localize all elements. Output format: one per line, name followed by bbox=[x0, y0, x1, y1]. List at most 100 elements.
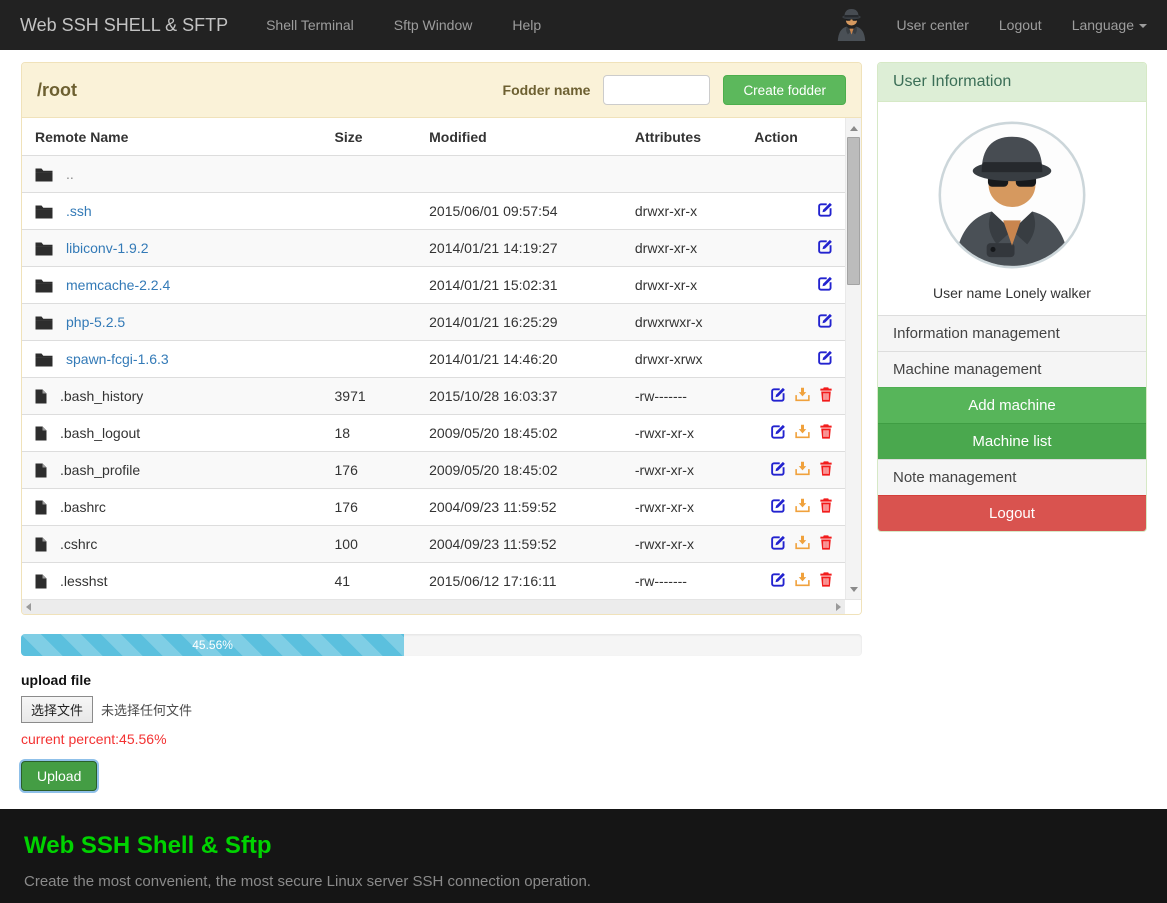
file-attributes: drwxrwxr-x bbox=[634, 314, 703, 330]
scroll-right-arrow[interactable] bbox=[836, 603, 841, 611]
table-row: spawn-fcgi-1.6.3 2014/01/21 14:46:20 drwxr… bbox=[22, 340, 845, 377]
table-row: .bash_profile 176 2009/05/20 18:45:02 -rwxr… bbox=[22, 451, 845, 488]
row-actions bbox=[746, 387, 845, 405]
file-icon bbox=[35, 500, 47, 515]
file-table: Remote Name Size Modified Attributes Action … bbox=[22, 118, 845, 599]
page-content: /root Fodder name Create fodder Remote N… bbox=[0, 50, 1167, 791]
folder-icon bbox=[35, 315, 53, 330]
upload-progress-track: 45.56% bbox=[21, 634, 862, 656]
folder-icon bbox=[35, 167, 53, 182]
table-body: .. .ssh 2015/06/01 09:57:54 drwxr-xr-x libic… bbox=[22, 155, 845, 599]
edit-icon[interactable] bbox=[818, 276, 833, 291]
scroll-left-arrow[interactable] bbox=[26, 603, 31, 611]
table-row: php-5.2.5 2014/01/21 16:25:29 drwxrwxr-x bbox=[22, 303, 845, 340]
upload-button[interactable]: Upload bbox=[21, 761, 98, 791]
edit-icon[interactable] bbox=[818, 313, 833, 328]
download-icon[interactable] bbox=[795, 387, 810, 402]
column-header-attributes: Attributes bbox=[634, 128, 702, 145]
navbar-right: User center Logout Language bbox=[836, 5, 1147, 46]
chevron-down-icon bbox=[1139, 24, 1147, 29]
file-chosen-status: 未选择任何文件 bbox=[101, 703, 193, 718]
table-row: .cshrc 100 2004/09/23 11:59:52 -rwxr-xr-x bbox=[22, 525, 845, 562]
delete-icon[interactable] bbox=[819, 424, 833, 439]
folder-icon bbox=[35, 241, 53, 256]
file-modified: 2014/01/21 14:46:20 bbox=[429, 351, 558, 367]
download-icon[interactable] bbox=[795, 424, 810, 439]
language-dropdown[interactable]: Language bbox=[1072, 17, 1147, 33]
delete-icon[interactable] bbox=[819, 498, 833, 513]
row-actions bbox=[746, 166, 845, 182]
edit-icon[interactable] bbox=[771, 424, 786, 439]
row-actions bbox=[746, 498, 845, 516]
scroll-down-arrow[interactable] bbox=[846, 581, 861, 597]
upload-progress-bar: 45.56% bbox=[21, 634, 405, 656]
download-icon[interactable] bbox=[795, 461, 810, 476]
create-fodder-button[interactable]: Create fodder bbox=[723, 75, 846, 105]
file-size: 41 bbox=[334, 573, 351, 589]
folder-icon bbox=[35, 278, 53, 293]
edit-icon[interactable] bbox=[818, 239, 833, 254]
edit-icon[interactable] bbox=[771, 498, 786, 513]
delete-icon[interactable] bbox=[819, 387, 833, 402]
sidebar-item-logout[interactable]: Logout bbox=[878, 495, 1146, 531]
delete-icon[interactable] bbox=[819, 535, 833, 550]
download-icon[interactable] bbox=[795, 572, 810, 587]
nav-item-shell-terminal[interactable]: Shell Terminal bbox=[266, 17, 354, 33]
file-attributes: drwxr-xr-x bbox=[634, 277, 698, 293]
sidebar-item-note-management[interactable]: Note management bbox=[878, 459, 1146, 495]
edit-icon[interactable] bbox=[818, 350, 833, 365]
edit-icon[interactable] bbox=[818, 202, 833, 217]
delete-icon[interactable] bbox=[819, 461, 833, 476]
download-icon[interactable] bbox=[795, 535, 810, 550]
file-modified: 2014/01/21 14:19:27 bbox=[429, 240, 558, 256]
row-actions bbox=[746, 202, 845, 220]
edit-icon[interactable] bbox=[771, 461, 786, 476]
edit-icon[interactable] bbox=[771, 535, 786, 550]
file-attributes: -rwxr-xr-x bbox=[634, 499, 694, 515]
table-row: .bash_history 3971 2015/10/28 16:03:37 -rw-… bbox=[22, 377, 845, 414]
current-path: /root bbox=[37, 79, 77, 100]
sidebar-item-add-machine[interactable]: Add machine bbox=[878, 387, 1146, 423]
horizontal-scrollbar[interactable] bbox=[22, 600, 845, 614]
brand-title[interactable]: Web SSH SHELL & SFTP bbox=[20, 14, 229, 35]
table-row: .. bbox=[22, 155, 845, 192]
folder-icon bbox=[35, 352, 53, 367]
file-name: .bash_profile bbox=[60, 462, 141, 478]
file-name[interactable]: libiconv-1.9.2 bbox=[66, 240, 149, 256]
sidebar-user-card: User name Lonely walker bbox=[878, 102, 1146, 315]
fodder-name-input[interactable] bbox=[603, 75, 711, 105]
edit-icon[interactable] bbox=[771, 572, 786, 587]
edit-icon[interactable] bbox=[771, 387, 786, 402]
current-percent-text: current percent:45.56% bbox=[21, 731, 167, 747]
file-name: .cshrc bbox=[60, 536, 98, 552]
file-attributes: -rw------- bbox=[634, 573, 687, 589]
file-name[interactable]: .ssh bbox=[66, 203, 92, 219]
nav-item-logout[interactable]: Logout bbox=[998, 17, 1042, 33]
delete-icon[interactable] bbox=[819, 572, 833, 587]
choose-file-button[interactable]: 选择文件 bbox=[21, 696, 94, 723]
file-icon bbox=[35, 537, 47, 552]
user-avatar-icon bbox=[836, 5, 867, 46]
scroll-up-arrow[interactable] bbox=[846, 120, 861, 136]
nav-item-user-center[interactable]: User center bbox=[896, 17, 969, 33]
file-modified: 2009/05/20 18:45:02 bbox=[429, 425, 558, 441]
vertical-scrollbar-thumb[interactable] bbox=[847, 137, 860, 285]
row-actions bbox=[746, 350, 845, 368]
column-header-size: Size bbox=[334, 128, 363, 145]
download-icon[interactable] bbox=[795, 498, 810, 513]
sidebar-item-machine-list[interactable]: Machine list bbox=[878, 423, 1146, 459]
file-modified: 2004/09/23 11:59:52 bbox=[429, 536, 557, 552]
file-size: 3971 bbox=[334, 388, 366, 404]
column-header-action: Action bbox=[754, 128, 798, 145]
nav-item-help[interactable]: Help bbox=[512, 17, 542, 33]
sidebar-item-machine-management[interactable]: Machine management bbox=[878, 351, 1146, 387]
file-name[interactable]: php-5.2.5 bbox=[66, 314, 126, 330]
nav-item-sftp-window[interactable]: Sftp Window bbox=[393, 17, 473, 33]
scrollbar-corner bbox=[845, 600, 861, 614]
sidebar-item-information-management[interactable]: Information management bbox=[878, 315, 1146, 351]
file-name[interactable]: memcache-2.2.4 bbox=[66, 277, 171, 293]
file-name[interactable]: spawn-fcgi-1.6.3 bbox=[66, 351, 169, 367]
page-footer: Web SSH Shell & Sftp Create the most con… bbox=[0, 809, 1167, 903]
vertical-scrollbar[interactable] bbox=[845, 118, 861, 599]
file-icon bbox=[35, 574, 47, 589]
